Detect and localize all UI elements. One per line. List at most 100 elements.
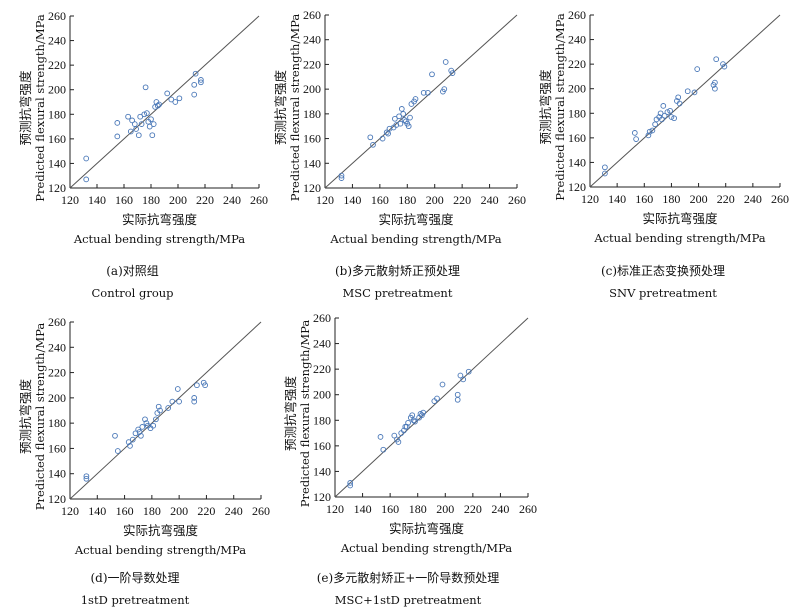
c0-y-tick-label: 220 <box>48 58 66 72</box>
c0-data-point <box>198 79 204 86</box>
c3-y-axis-label-zh: 预测抗弯强度 <box>18 379 33 455</box>
c0-reference-line <box>69 15 260 189</box>
c4-y-tick-label: 220 <box>313 362 331 376</box>
c2-axes: 120 140 160 180 200 220 240 260 120 140 160 180 200 2… <box>568 8 789 206</box>
c3-y-tick-label: 180 <box>48 416 66 430</box>
c4-x-tick-label: 160 <box>381 502 399 516</box>
c2-data-point <box>602 164 608 171</box>
c2-x-tick-label: 180 <box>662 192 680 206</box>
c1-x-tick-label: 240 <box>481 193 499 207</box>
c4-data-point <box>420 409 427 416</box>
c1-y-axis-label-en: Predicted flexural strength/MPa <box>288 14 302 202</box>
c4-data-point <box>409 412 416 419</box>
c0-data-point <box>191 81 198 88</box>
chart-panel-a: 120 140 160 180 200 220 240 260 120 140 160 180 200 2… <box>0 0 268 305</box>
c1-data-point <box>405 123 412 130</box>
c2-data-point <box>676 100 683 107</box>
c2-y-tick-label: 240 <box>568 33 586 47</box>
c1-data-point <box>441 86 448 92</box>
c2-data-point <box>649 127 656 134</box>
c0-x-tick-label: 140 <box>88 193 106 207</box>
c3-data-point <box>139 424 146 430</box>
c2-data-point <box>646 128 653 135</box>
c4-data-point <box>434 395 440 402</box>
c1-x-tick-label: 180 <box>398 193 416 207</box>
scatter-plot-d: 120 140 160 180 200 220 240 260 120 140 160 180 200 2… <box>18 315 270 557</box>
c1-data-point <box>338 172 345 179</box>
c1-x-tick-label: 160 <box>371 193 389 207</box>
c0-data-point <box>133 126 139 132</box>
c3-x-tick-label: 260 <box>252 504 270 518</box>
c4-x-tick-label: 220 <box>464 502 482 516</box>
c3-data-point <box>125 439 132 445</box>
c2-data-point <box>691 89 698 96</box>
c4-data-point <box>454 391 461 398</box>
c1-y-tick-label: 220 <box>303 57 321 71</box>
caption-zh-e: (e)多元散射矫正+一阶导数预处理 <box>316 571 500 585</box>
c3-x-tick-label: 180 <box>143 504 161 518</box>
c1-x-tick-label: 220 <box>453 193 471 207</box>
c1-y-tick-label: 260 <box>303 8 321 22</box>
c1-data-point <box>398 106 405 112</box>
c0-data-point <box>131 121 138 127</box>
c4-data-point <box>380 446 387 453</box>
c0-x-tick-label: 220 <box>196 193 214 207</box>
c0-data-point <box>83 155 90 162</box>
c0-y-tick-label: 120 <box>48 181 66 195</box>
chart-panel-e: 120 140 160 180 200 220 240 260 120 140 160 180 200 2… <box>270 308 546 615</box>
c0-x-tick-label: 240 <box>223 193 241 207</box>
c3-data-point <box>202 382 208 389</box>
c3-y-tick-label: 140 <box>48 467 66 481</box>
c3-data-point <box>150 422 157 429</box>
c2-data-point <box>712 85 718 92</box>
c0-data-point <box>149 132 156 139</box>
c4-data-point <box>401 427 407 434</box>
caption-zh-d: (d)一阶导数处理 <box>90 571 180 585</box>
c0-data-point <box>191 91 198 98</box>
c4-y-tick-label: 160 <box>313 439 331 453</box>
c2-data-point <box>675 94 682 101</box>
c4-x-tick-label: 240 <box>491 502 509 516</box>
c4-data-point <box>405 419 411 426</box>
c0-data-point <box>148 116 154 123</box>
c2-y-tick-label: 140 <box>568 155 586 169</box>
c3-data-point <box>83 475 90 482</box>
chart-panel-b: 120 140 160 180 200 220 240 260 120 140 160 180 200 2… <box>265 0 530 305</box>
c0-y-tick-label: 260 <box>48 9 66 23</box>
c0-data-point <box>176 95 183 102</box>
c2-y-axis-label-en: Predicted flexural strength/MPa <box>553 13 567 201</box>
caption-en-e: MSC+1stD pretreatment <box>270 593 546 607</box>
c1-data-point <box>401 117 408 123</box>
c3-data-point <box>136 429 143 435</box>
c0-x-tick-label: 260 <box>250 193 268 207</box>
c0-points <box>83 70 204 183</box>
c1-y-tick-label: 140 <box>303 156 321 170</box>
chart-panel-d: 120 140 160 180 200 220 240 260 120 140 160 180 200 2… <box>0 308 270 615</box>
c3-data-point <box>114 448 121 454</box>
c1-x-tick-label: 260 <box>508 193 526 207</box>
c3-x-axis-label-en: Actual bending strength/MPa <box>74 543 246 557</box>
c4-x-tick-label: 260 <box>519 502 537 516</box>
c0-data-point <box>114 133 121 140</box>
c4-x-tick-label: 200 <box>436 502 454 516</box>
c0-data-point <box>172 99 179 105</box>
c3-data-point <box>127 443 133 449</box>
c0-data-point <box>156 101 162 108</box>
c4-y-tick-label: 140 <box>313 464 331 478</box>
c0-x-tick-label: 160 <box>115 193 133 207</box>
c2-x-tick-label: 140 <box>608 192 626 206</box>
c4-data-point <box>410 417 417 424</box>
c0-data-point <box>168 96 175 103</box>
c4-y-tick-label: 260 <box>313 311 331 325</box>
c2-data-point <box>602 170 608 177</box>
c1-x-tick-label: 120 <box>316 193 334 207</box>
c3-reference-line <box>69 321 262 500</box>
c2-y-axis-label-zh: 预测抗弯强度 <box>538 69 553 145</box>
c4-data-point <box>347 480 354 486</box>
c3-data-point <box>169 398 176 405</box>
c1-y-tick-label: 120 <box>303 181 321 195</box>
c4-x-tick-label: 180 <box>409 502 427 516</box>
c1-data-point <box>370 141 376 148</box>
c1-x-tick-label: 140 <box>343 193 361 207</box>
c2-x-axis-label-en: Actual bending strength/MPa <box>593 231 765 245</box>
